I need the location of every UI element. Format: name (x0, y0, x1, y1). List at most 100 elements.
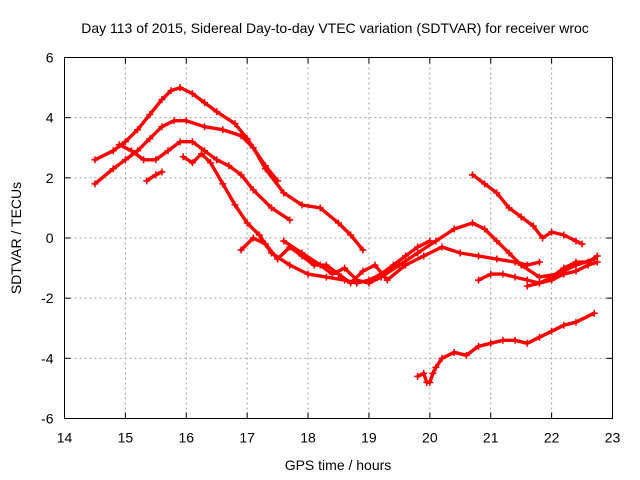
x-tick-label: 19 (361, 430, 377, 446)
data-point (493, 255, 501, 263)
data-point (572, 267, 580, 275)
x-tick-label: 17 (239, 430, 255, 446)
data-point (468, 219, 476, 227)
data-point (158, 96, 166, 104)
data-point (499, 336, 507, 344)
data-point (322, 273, 330, 281)
data-point (535, 279, 543, 287)
data-point (475, 252, 483, 260)
data-point (179, 153, 187, 161)
data-point (231, 201, 239, 209)
series-line (181, 152, 432, 285)
y-tick-label: 4 (46, 110, 54, 126)
data-point (432, 363, 440, 371)
data-point (377, 273, 385, 281)
data-point (517, 261, 525, 269)
data-point (359, 267, 367, 275)
data-point (198, 150, 205, 158)
data-point (511, 336, 519, 344)
data-point (91, 180, 99, 188)
data-point (511, 273, 519, 281)
data-point (201, 99, 209, 107)
data-point (152, 156, 160, 164)
data-point (429, 369, 437, 377)
data-point (347, 279, 355, 287)
data-point (359, 246, 367, 254)
data-point (529, 222, 537, 230)
data-point (115, 141, 123, 149)
data-point (219, 126, 227, 134)
data-point (316, 261, 324, 269)
data-point (493, 237, 501, 245)
data-point (167, 87, 175, 95)
data-point (280, 189, 288, 197)
axis-ticks: 14 15 16 17 18 19 20 21 22 23 -6 -4 -2 0 2 4 6 (41, 50, 620, 446)
x-tick-label: 22 (544, 430, 560, 446)
data-point (493, 189, 501, 197)
data-point (499, 270, 507, 278)
x-tick-label: 14 (57, 430, 73, 446)
x-tick-label: 21 (483, 430, 499, 446)
data-point (523, 282, 531, 290)
data-point (401, 252, 409, 260)
x-tick-label: 18 (300, 430, 316, 446)
data-point (560, 231, 568, 239)
data-point (590, 309, 598, 317)
data-point (261, 240, 269, 248)
data-point (535, 273, 543, 281)
data-point (523, 276, 531, 284)
data-point (414, 249, 422, 257)
data-point (578, 240, 586, 248)
y-tick-label: 0 (46, 230, 54, 246)
data-point (188, 138, 196, 146)
y-axis-label: SDTVAR / TECUs (8, 182, 24, 294)
data-point (395, 261, 403, 269)
series-track-c-stub (143, 168, 166, 185)
data-point (237, 171, 245, 179)
data-point (134, 126, 142, 134)
data-point (438, 243, 446, 251)
data-point (584, 258, 592, 266)
data-point (353, 276, 361, 284)
y-tick-label: 6 (46, 50, 54, 66)
data-point (335, 219, 342, 227)
data-point (237, 246, 245, 254)
data-point (109, 165, 117, 173)
data-point (505, 249, 513, 257)
data-point (158, 123, 166, 131)
data-point (383, 276, 391, 284)
grid-lines (64, 57, 613, 419)
x-tick-label: 23 (605, 430, 621, 446)
data-point (127, 147, 135, 155)
series-track-h (468, 171, 586, 248)
data-point (316, 204, 324, 212)
data-point (143, 177, 151, 185)
data-point (188, 90, 196, 98)
y-tick-label: 2 (46, 170, 54, 186)
data-point (121, 138, 129, 146)
data-point (538, 234, 546, 242)
data-point (286, 261, 294, 269)
data-point (280, 237, 288, 245)
data-point (487, 270, 495, 278)
data-point (268, 204, 276, 212)
data-point (152, 171, 160, 179)
data-point (298, 201, 306, 209)
data-point (468, 171, 476, 179)
data-point (505, 204, 513, 212)
data-point (249, 144, 257, 152)
series-line (144, 170, 164, 183)
data-point (304, 270, 312, 278)
data-point (164, 147, 172, 155)
data-point (158, 168, 166, 176)
chart-title: Day 113 of 2015, Sidereal Day-to-day VTE… (81, 20, 589, 36)
data-point (286, 216, 294, 224)
data-point (572, 258, 580, 266)
data-point (420, 252, 428, 260)
y-tick-label: -2 (41, 290, 54, 306)
data-point (560, 270, 568, 278)
data-point (207, 159, 215, 167)
data-point (109, 147, 117, 155)
y-tick-label: -4 (41, 350, 54, 366)
data-point (231, 120, 239, 128)
